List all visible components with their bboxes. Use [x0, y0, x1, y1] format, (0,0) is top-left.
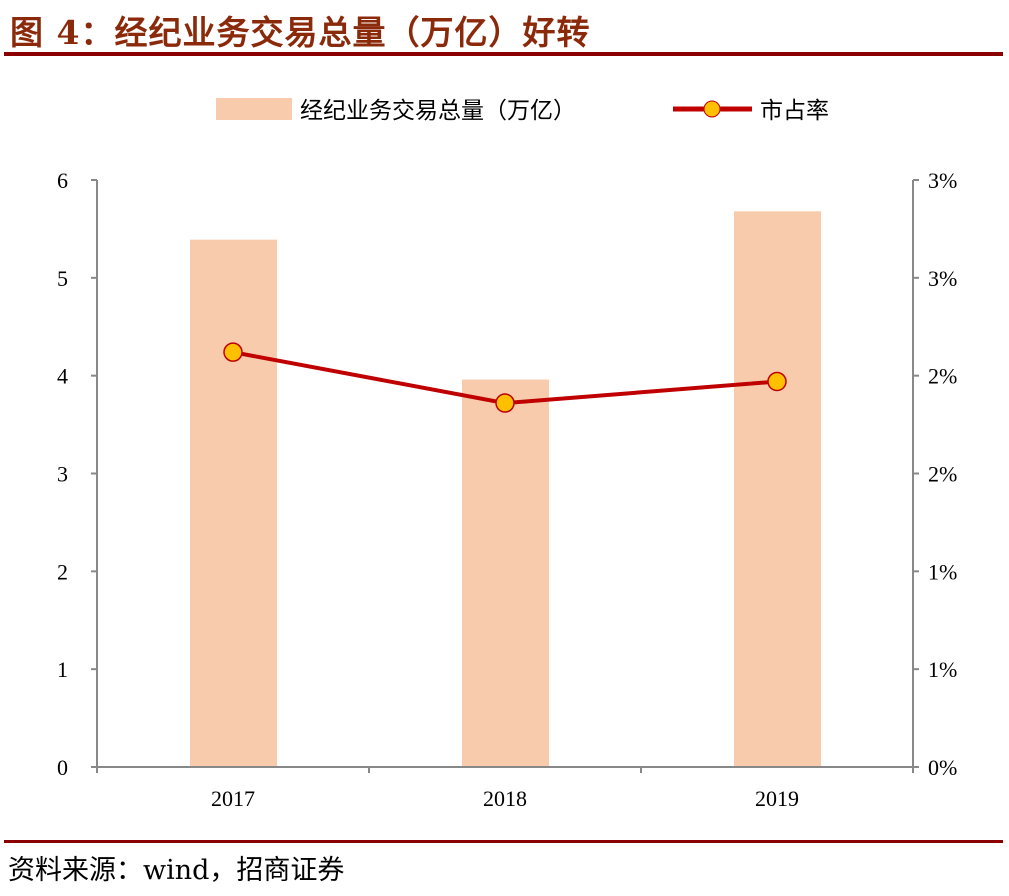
- left-tick-label: 2: [57, 559, 68, 584]
- left-tick-label: 3: [57, 462, 68, 487]
- bar-2017: [190, 239, 277, 767]
- market-share-point-2018: [495, 393, 515, 413]
- x-tick-label: 2017: [211, 786, 255, 811]
- title-rule: [4, 52, 1003, 56]
- market-share-point-2017: [223, 342, 243, 362]
- source-rule: [4, 840, 1003, 843]
- right-tick-label: 2%: [928, 364, 957, 389]
- right-tick-label: 1%: [928, 559, 957, 584]
- left-tick-label: 0: [57, 755, 68, 780]
- legend-line-label: 市占率: [760, 98, 829, 124]
- legend-bar-label: 经纪业务交易总量（万亿）: [300, 98, 576, 124]
- x-tick-label: 2019: [755, 786, 799, 811]
- left-tick-label: 4: [57, 364, 68, 389]
- left-tick-label: 5: [57, 266, 68, 291]
- right-tick-label: 0%: [928, 755, 957, 780]
- legend-line-marker: [703, 100, 721, 118]
- market-share-point-2019: [767, 371, 787, 392]
- bar-2019: [734, 211, 821, 768]
- right-tick-label: 2%: [928, 462, 957, 487]
- left-tick-label: 1: [57, 657, 68, 682]
- right-tick-label: 3%: [928, 266, 957, 291]
- right-tick-label: 1%: [928, 657, 957, 682]
- figure-title: 图 4：经纪业务交易总量（万亿）好转: [10, 13, 591, 52]
- x-tick-label: 2018: [483, 786, 527, 811]
- source-note: 资料来源：wind，招商证券: [8, 855, 345, 886]
- right-tick-label: 3%: [928, 168, 957, 193]
- left-tick-label: 6: [57, 168, 68, 193]
- legend-bar-swatch: [216, 98, 292, 120]
- legend: 经纪业务交易总量（万亿） 市占率: [216, 98, 829, 124]
- bar-2018: [462, 379, 549, 767]
- chart: 经纪业务交易总量（万亿） 市占率 0 1 2 3 4 5 6 0% 1% 1% 2% 2% 3% 3% 20…: [57, 98, 957, 811]
